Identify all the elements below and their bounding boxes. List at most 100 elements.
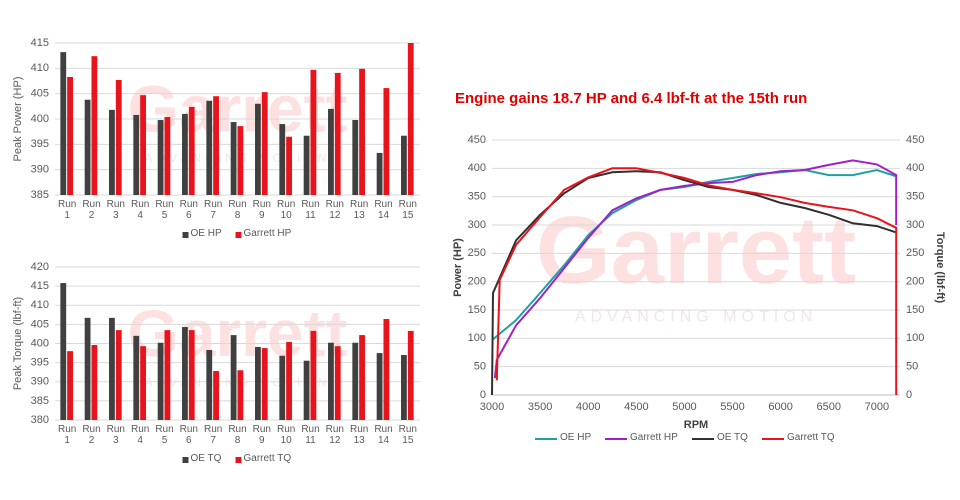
y-tick-label: 250 xyxy=(906,247,924,259)
bar xyxy=(407,330,414,420)
bar xyxy=(60,52,67,196)
x-tick-label: Run 3 xyxy=(106,199,125,221)
bar xyxy=(376,152,383,195)
bar xyxy=(84,99,91,195)
x-tick-label: Run 1 xyxy=(57,199,77,221)
legend-label: Garrett HP xyxy=(630,432,678,443)
x-tick-label: Run 8 xyxy=(228,199,247,221)
bar xyxy=(334,72,341,195)
x-tick-label: Run 2 xyxy=(82,424,101,446)
legend-label: OE TQ xyxy=(190,453,222,464)
bar xyxy=(91,56,98,195)
y-tick-label: 400 xyxy=(906,162,924,174)
y2-axis-label: Torque (lbf-ft) xyxy=(934,232,946,304)
x-tick-label: Run 15 xyxy=(398,199,417,221)
x-tick-label: Run 5 xyxy=(155,199,174,221)
bar xyxy=(109,109,115,195)
y-tick-label: 300 xyxy=(468,219,486,231)
bar xyxy=(115,79,122,195)
bar xyxy=(401,354,407,420)
y-tick-label: 390 xyxy=(31,164,49,176)
legend-label: OE HP xyxy=(190,228,222,239)
bar xyxy=(213,96,219,195)
bar xyxy=(230,122,237,195)
bar xyxy=(237,370,244,420)
bar xyxy=(328,342,334,420)
y-tick-label: 415 xyxy=(31,37,49,49)
x-tick-label: 7000 xyxy=(865,401,889,413)
x-tick-label: Run 9 xyxy=(252,424,271,446)
y-tick-label: 250 xyxy=(468,247,486,259)
y-tick-label: 410 xyxy=(31,62,49,74)
bar xyxy=(157,342,164,420)
y-tick-label: 395 xyxy=(31,138,49,150)
bar xyxy=(359,68,365,195)
y-tick-label: 50 xyxy=(906,361,918,373)
bar xyxy=(230,335,237,420)
y-tick-label: 100 xyxy=(468,332,486,344)
y-tick-label: 380 xyxy=(31,414,49,426)
x-tick-label: Run 6 xyxy=(179,199,198,221)
x-tick-label: Run 12 xyxy=(325,424,344,446)
bar xyxy=(383,88,390,195)
x-tick-label: Run 11 xyxy=(301,424,320,446)
bar xyxy=(352,342,359,420)
legend-label: Garrett TQ xyxy=(787,432,835,443)
y-tick-label: 200 xyxy=(468,276,486,288)
bar xyxy=(407,43,414,195)
bar xyxy=(140,95,146,195)
legend-label: OE TQ xyxy=(717,432,748,443)
bar xyxy=(109,317,115,420)
y-tick-label: 450 xyxy=(906,134,924,146)
bar xyxy=(303,360,310,420)
x-tick-label: Run 10 xyxy=(276,199,296,221)
y-axis-label: Peak Torque (lbf-ft) xyxy=(12,297,24,390)
bar xyxy=(164,116,171,195)
bar xyxy=(255,103,261,195)
bar xyxy=(261,348,268,420)
bar xyxy=(182,327,188,420)
y-tick-label: 0 xyxy=(906,389,912,401)
x-tick-label: Run 14 xyxy=(374,424,393,446)
x-tick-label: Run 6 xyxy=(179,424,198,446)
y-tick-label: 385 xyxy=(31,395,49,407)
bar xyxy=(115,330,122,420)
x-tick-label: 3500 xyxy=(528,401,552,413)
y-tick-label: 400 xyxy=(468,162,486,174)
y-tick-label: 395 xyxy=(31,357,49,369)
y-tick-label: 350 xyxy=(906,191,924,203)
bar xyxy=(328,108,334,195)
bar xyxy=(206,100,213,195)
legend-label: Garrett HP xyxy=(243,228,292,239)
chart-title: Engine gains 18.7 HP and 6.4 lbf-ft at t… xyxy=(455,90,808,107)
bar xyxy=(401,135,407,195)
y-tick-label: 405 xyxy=(31,318,49,330)
x-tick-label: Run 8 xyxy=(228,424,247,446)
bar xyxy=(359,335,365,420)
bar xyxy=(84,317,91,420)
bar xyxy=(133,114,140,195)
bar xyxy=(279,355,286,420)
x-axis-label: RPM xyxy=(684,419,708,431)
y-axis-label: Peak Power (HP) xyxy=(12,77,24,162)
x-tick-label: 4500 xyxy=(624,401,648,413)
bar xyxy=(261,92,268,195)
bar xyxy=(60,283,67,420)
bar xyxy=(310,69,317,195)
bar xyxy=(213,371,219,420)
bar xyxy=(91,345,98,420)
y-tick-label: 420 xyxy=(31,261,49,273)
bar xyxy=(303,135,310,195)
bar xyxy=(237,126,244,195)
bar xyxy=(140,346,146,420)
bar xyxy=(67,351,73,420)
line xyxy=(495,167,898,395)
x-tick-label: Run 13 xyxy=(349,199,369,221)
y-tick-label: 405 xyxy=(31,88,49,100)
bar xyxy=(279,124,286,195)
line xyxy=(491,170,897,396)
y-tick-label: 100 xyxy=(906,332,924,344)
x-tick-label: Run 3 xyxy=(106,424,125,446)
